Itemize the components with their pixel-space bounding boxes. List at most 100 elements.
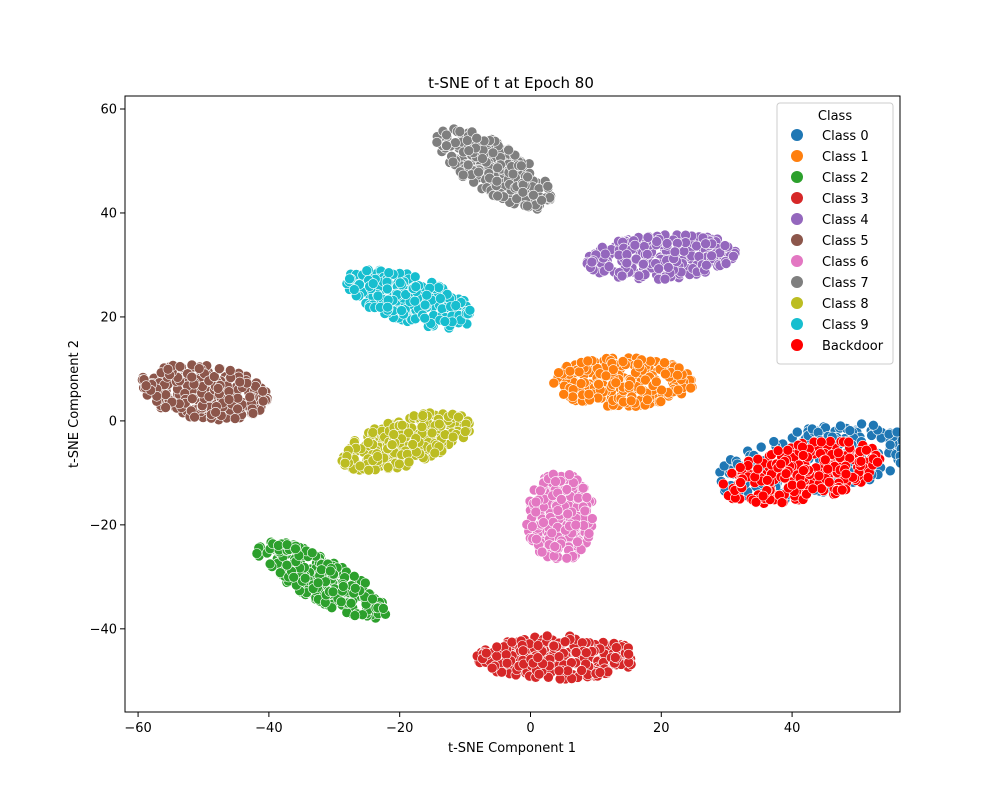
data-point (382, 301, 393, 313)
data-point (450, 137, 461, 148)
data-point (672, 384, 684, 396)
data-point (528, 189, 539, 201)
data-point (403, 456, 415, 468)
data-point (349, 610, 361, 621)
data-point (517, 187, 529, 198)
legend-label: Class 1 (822, 150, 869, 165)
data-point (672, 369, 683, 381)
data-point (621, 257, 633, 269)
data-point (532, 640, 544, 651)
x-tick-label: −40 (255, 721, 282, 736)
data-point (203, 391, 215, 403)
data-point (337, 581, 349, 592)
data-point (791, 426, 803, 438)
data-point (815, 436, 827, 448)
data-point (281, 539, 293, 551)
data-point (492, 190, 503, 202)
data-point (372, 451, 383, 462)
data-point (603, 261, 615, 272)
data-point (407, 439, 419, 450)
data-point (349, 582, 361, 594)
x-tick-label: 40 (784, 721, 801, 736)
data-point (632, 358, 644, 370)
data-point (382, 462, 394, 473)
data-point (611, 642, 622, 653)
data-point (640, 374, 651, 386)
data-point (491, 175, 503, 187)
data-point (396, 419, 408, 431)
data-point (471, 132, 483, 144)
data-point (396, 305, 407, 316)
data-point (562, 508, 574, 520)
data-point (511, 193, 523, 204)
data-point (381, 283, 393, 295)
data-point (718, 460, 730, 472)
data-point (600, 370, 612, 382)
data-point (454, 126, 466, 137)
data-point (229, 413, 241, 424)
legend-marker (791, 192, 803, 204)
data-point (752, 453, 764, 465)
data-point (531, 533, 542, 545)
data-point (583, 528, 595, 539)
data-point (419, 299, 431, 311)
data-point (558, 388, 570, 400)
series-class-6 (521, 468, 598, 564)
legend-items: Class 0 Class 1 Class 2 Class 3 Class 4 Class… (791, 129, 884, 354)
data-point (586, 513, 598, 524)
legend-label: Class 2 (822, 171, 869, 186)
data-point (348, 284, 360, 295)
data-point (822, 463, 834, 475)
data-point (782, 444, 794, 456)
data-point (491, 641, 503, 653)
data-point (678, 246, 690, 257)
data-point (594, 667, 606, 678)
data-point (247, 407, 259, 419)
data-point (354, 460, 366, 472)
data-point (642, 232, 654, 243)
data-point (433, 282, 444, 293)
legend-marker (791, 255, 803, 267)
data-point (575, 378, 587, 389)
data-point (234, 376, 246, 388)
data-point (807, 483, 819, 495)
data-point (757, 490, 769, 502)
data-point (503, 144, 514, 156)
data-point (409, 295, 421, 307)
data-point (813, 470, 825, 482)
data-point (306, 547, 318, 559)
data-point (459, 426, 471, 437)
data-point (535, 485, 546, 497)
data-point (409, 271, 421, 283)
data-point (393, 458, 405, 470)
x-tick-label: −20 (386, 721, 413, 736)
data-point (480, 647, 492, 659)
y-axis-label: t-SNE Component 2 (67, 340, 82, 468)
data-point (832, 447, 844, 459)
data-point (394, 277, 406, 289)
data-point (663, 262, 674, 273)
legend-label: Class 0 (822, 129, 869, 144)
data-point (348, 570, 360, 582)
y-axis-ticks: −40 −20 0 20 40 60 (90, 102, 125, 637)
x-axis-label: t-SNE Component 1 (448, 741, 576, 756)
data-point (659, 357, 670, 369)
plot-frame (124, 95, 901, 713)
data-point (659, 273, 671, 285)
data-point (582, 355, 594, 367)
data-point (264, 558, 276, 570)
data-point (419, 312, 431, 324)
data-point (656, 384, 667, 396)
data-point (617, 356, 629, 367)
data-point (633, 270, 645, 282)
legend-title: Class (818, 109, 852, 124)
series-class-1 (548, 352, 698, 412)
data-point (403, 427, 414, 439)
data-point (421, 289, 433, 301)
data-point (251, 548, 263, 559)
data-point (564, 365, 576, 377)
data-point (225, 365, 236, 376)
data-point (623, 380, 635, 391)
data-point (496, 666, 508, 678)
plot-area (124, 95, 901, 713)
